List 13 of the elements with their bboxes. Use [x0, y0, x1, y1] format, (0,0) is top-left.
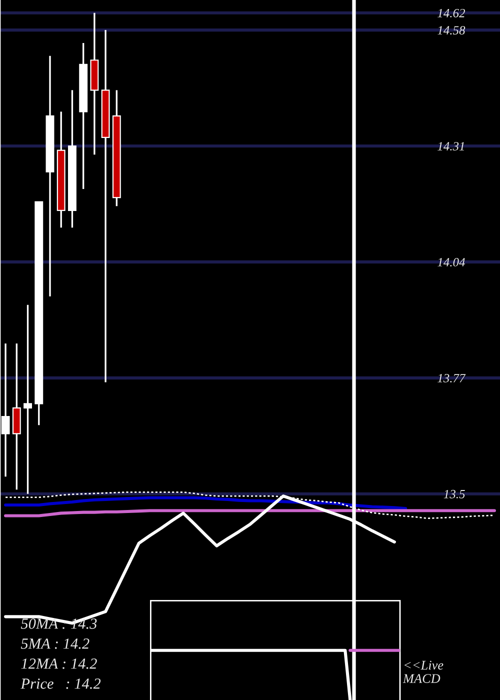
y-tick-label: 14.62	[438, 8, 465, 18]
y-tick-label: 13.77	[438, 374, 466, 382]
annotation: <<Live MACD	[402, 660, 444, 683]
annotation: 5MA : 14.2	[20, 638, 90, 649]
y-tick-label: 14.04	[438, 258, 465, 266]
annotation: 50MA : 14.3	[20, 618, 97, 629]
candlestick	[24, 304, 32, 495]
y-tick-label: 14.58	[438, 26, 466, 35]
y-tick-label: 14.31	[438, 142, 464, 151]
annotation: Price : 14.2	[20, 678, 101, 689]
line-series	[4, 496, 408, 510]
y-tick-label: 13.5	[444, 490, 465, 498]
annotation: 12MA : 14.2	[21, 658, 97, 669]
